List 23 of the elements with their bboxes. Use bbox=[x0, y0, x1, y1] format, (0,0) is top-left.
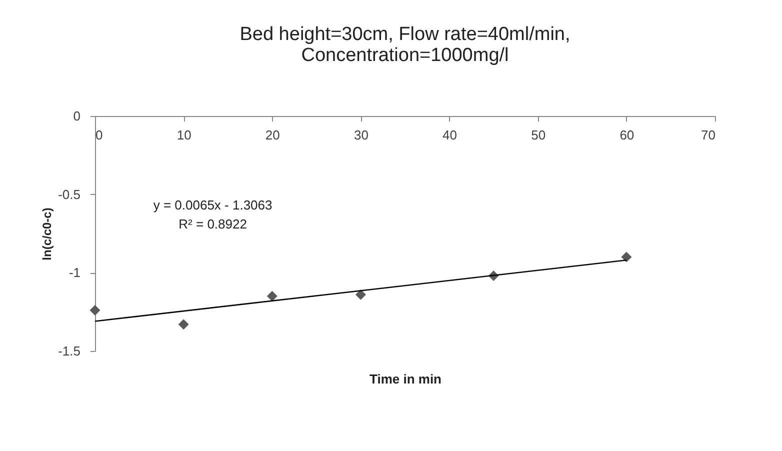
x-tick-label: 20 bbox=[265, 128, 280, 142]
point bbox=[266, 290, 278, 302]
y-tick-label: -1 bbox=[68, 265, 80, 280]
y-tick-label: -0.5 bbox=[58, 186, 80, 202]
text: Bed height=30cm, Flow rate=40ml/min, bbox=[240, 24, 570, 45]
point bbox=[90, 305, 100, 316]
x-tick-label: 50 bbox=[531, 128, 546, 142]
point bbox=[355, 289, 366, 300]
annotation: y = 0.0065x - 1.3063 bbox=[153, 197, 272, 212]
text: Concentration=1000mg/l bbox=[301, 45, 509, 66]
x-axis-title: Time in min bbox=[370, 372, 442, 386]
point bbox=[621, 252, 632, 262]
annotation: R² = 0.8922 bbox=[178, 216, 247, 232]
y-tick-label: -1.5 bbox=[58, 344, 80, 358]
y-axis-title: ln(c/c0-c) bbox=[40, 208, 54, 260]
point bbox=[178, 319, 189, 330]
x-tick-label: 60 bbox=[620, 128, 634, 142]
y-tick-label: 0 bbox=[73, 108, 80, 124]
x-tick-label: 70 bbox=[701, 128, 716, 142]
x-tick-label: 0 bbox=[96, 128, 103, 142]
x-tick-label: 40 bbox=[442, 128, 458, 142]
x-tick-label: 10 bbox=[176, 128, 192, 142]
x-tick-label: 30 bbox=[354, 128, 368, 142]
